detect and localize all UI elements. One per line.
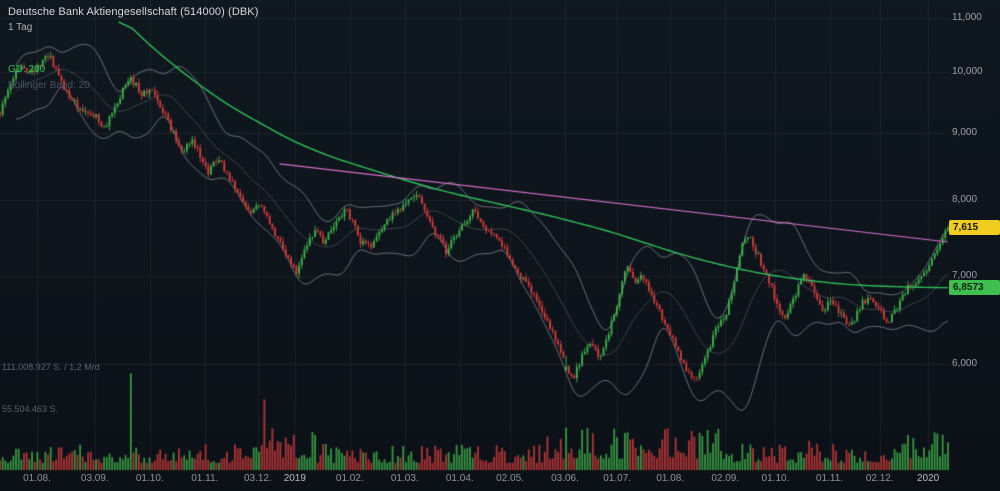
bollinger-indicator-label: Bollinger Band: 20 [8, 80, 90, 91]
ma-indicator-label: GD: 200 [8, 64, 46, 75]
volume-axis-mid-label: 55.504.463 S. [2, 404, 59, 414]
last-price-tag: 7,615 [949, 219, 1000, 235]
volume-axis-upper-label: 111.008.927 S. / 1,2 Mrd [2, 362, 100, 372]
last-price-value: 7,615 [953, 221, 979, 233]
ma-price-tag: 6,8573 [949, 279, 1000, 295]
ma-price-value: 6,8573 [953, 281, 984, 293]
timeframe-label: 1 Tag [8, 22, 33, 33]
instrument-title: Deutsche Bank Aktiengesellschaft (514000… [8, 6, 259, 18]
